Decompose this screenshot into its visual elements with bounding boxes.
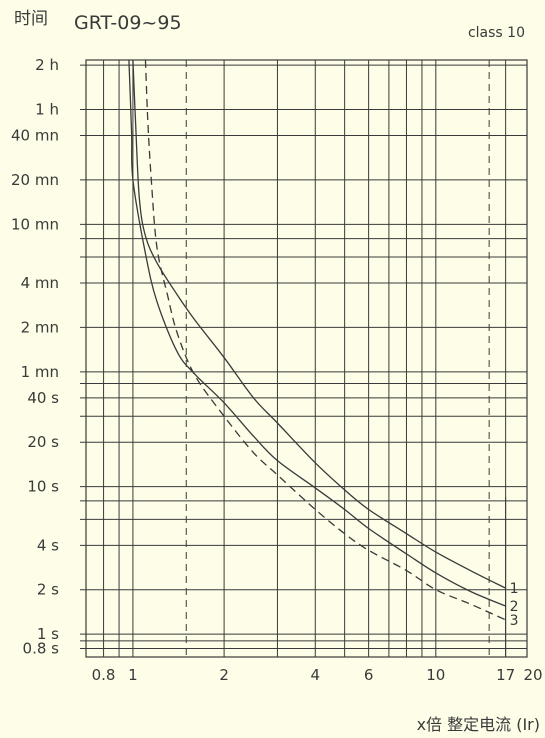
x-axis-title: x倍 整定电流 (Ir) — [417, 715, 540, 734]
y-tick-label: 20 mn — [11, 171, 59, 189]
x-tick-label: 4 — [311, 666, 321, 684]
y-tick-label: 1 s — [37, 625, 59, 643]
series-lines — [128, 59, 506, 621]
y-tick-label: 1 h — [35, 101, 59, 119]
x-tick-label: 17 — [496, 666, 515, 684]
y-tick-label: 40 s — [27, 389, 59, 407]
x-tick-label: 20 — [523, 666, 542, 684]
y-axis-title: 时间 — [14, 9, 48, 29]
x-tick-label: 6 — [364, 666, 374, 684]
x-tick-label: 2 — [219, 666, 229, 684]
y-tick-label: 40 mn — [11, 127, 59, 145]
y-tick-label: 4 s — [37, 536, 59, 554]
series-labels: 1 23 — [510, 581, 519, 629]
y-tick-label: 1 mn — [21, 363, 59, 381]
x-tick-label: 1 — [128, 666, 138, 684]
grid — [80, 59, 528, 658]
tick-labels: 0.8 1 2 4 6 10 17 20 2 h 1 h 40 mn 20 mn 10 mn 4 mn 2 … — [11, 56, 543, 684]
y-tick-label: 2 h — [35, 56, 59, 74]
series-line-2 — [128, 59, 506, 607]
series-line-3 — [144, 59, 506, 621]
y-tick-label: 2 s — [37, 581, 59, 599]
plot-frame — [85, 59, 528, 658]
y-tick-label: 2 mn — [21, 318, 59, 336]
x-tick-label: 0.8 — [92, 666, 116, 684]
series-line-1 — [132, 59, 506, 589]
y-tick-label: 20 s — [27, 433, 59, 451]
x-tick-label: 10 — [426, 666, 445, 684]
chart-subtitle: class 10 — [468, 25, 525, 41]
y-tick-label: 10 s — [27, 478, 59, 496]
chart-title: GRT-09~95 — [74, 12, 182, 34]
y-tick-label: 4 mn — [21, 274, 59, 292]
y-tick-label: 0.8 s — [23, 639, 60, 657]
y-tick-label: 10 mn — [11, 215, 59, 233]
series-label-3: 3 — [510, 613, 519, 629]
series-label-1: 1 — [510, 581, 519, 597]
series-label-2: 2 — [510, 599, 519, 615]
